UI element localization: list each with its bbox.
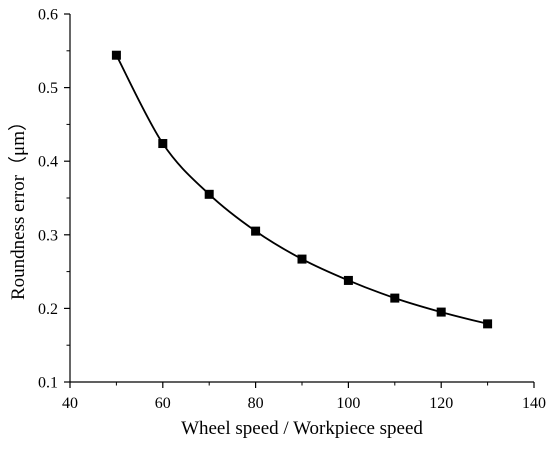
x-tick-label: 60 <box>155 395 171 412</box>
x-tick-label: 80 <box>248 395 264 412</box>
y-tick-label: 0.1 <box>38 375 58 392</box>
data-point-marker <box>483 319 493 329</box>
data-point-marker <box>343 275 353 285</box>
series-layer <box>111 50 493 329</box>
data-point-marker <box>111 50 121 60</box>
x-tick-label: 100 <box>336 395 360 412</box>
x-tick-label: 140 <box>522 395 546 412</box>
series-line <box>115 54 488 325</box>
y-tick-label: 0.5 <box>38 80 58 97</box>
y-axis-title: Roundness error（μm） <box>7 112 29 300</box>
data-point-marker <box>390 293 400 303</box>
x-tick-label: 40 <box>62 395 78 412</box>
data-point-marker <box>158 139 168 149</box>
data-point-marker <box>297 254 307 264</box>
y-tick-label: 0.6 <box>38 7 58 24</box>
ticks: 40 60 80 100 120 140 0.1 0.2 0.3 0.4 0.5 0.6 <box>38 7 546 413</box>
y-tick-label: 0.4 <box>38 154 58 171</box>
x-axis-title: Wheel speed / Workpiece speed <box>181 418 423 439</box>
y-tick-label: 0.3 <box>38 227 58 244</box>
data-point-marker <box>436 307 446 317</box>
x-tick-label: 120 <box>429 395 453 412</box>
data-point-marker <box>204 189 214 199</box>
axes <box>69 14 534 383</box>
data-point-marker <box>251 226 261 236</box>
axis-labels: Wheel speed / Workpiece speed Roundness … <box>7 112 423 439</box>
y-tick-label: 0.2 <box>38 301 58 318</box>
